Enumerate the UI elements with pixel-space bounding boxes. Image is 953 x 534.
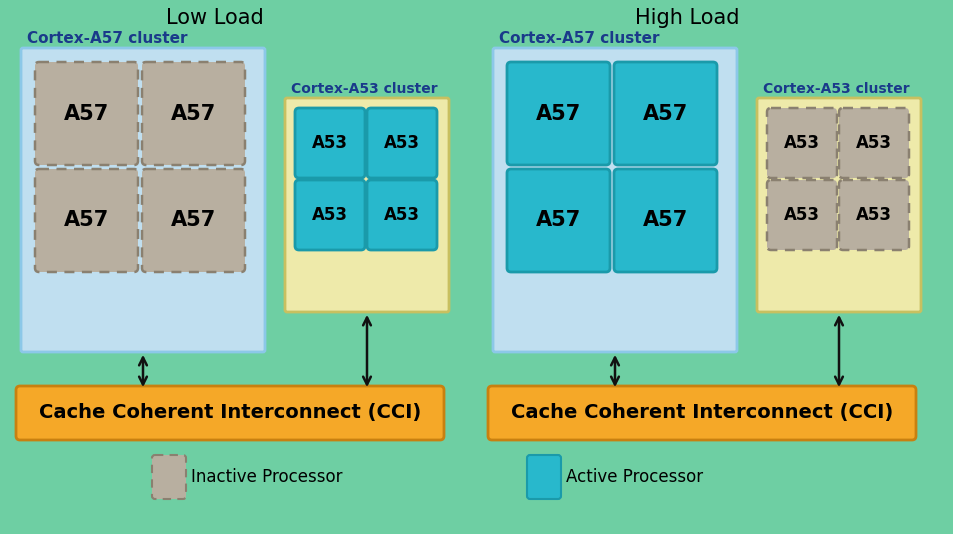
FancyBboxPatch shape (838, 108, 908, 178)
FancyBboxPatch shape (294, 180, 365, 250)
FancyBboxPatch shape (16, 386, 443, 440)
FancyBboxPatch shape (838, 180, 908, 250)
Text: Low Load: Low Load (166, 8, 264, 28)
Text: Cache Coherent Interconnect (CCI): Cache Coherent Interconnect (CCI) (39, 404, 420, 422)
Text: Inactive Processor: Inactive Processor (191, 468, 342, 486)
FancyBboxPatch shape (35, 62, 138, 165)
FancyBboxPatch shape (766, 180, 836, 250)
Text: Active Processor: Active Processor (565, 468, 702, 486)
Text: Cortex-A53 cluster: Cortex-A53 cluster (291, 82, 437, 96)
Text: A53: A53 (783, 206, 820, 224)
FancyBboxPatch shape (488, 386, 915, 440)
FancyBboxPatch shape (506, 62, 609, 165)
FancyBboxPatch shape (35, 169, 138, 272)
FancyBboxPatch shape (757, 98, 920, 312)
Text: A57: A57 (171, 104, 216, 123)
Text: A53: A53 (855, 206, 891, 224)
Text: High Load: High Load (634, 8, 739, 28)
Text: A57: A57 (536, 104, 580, 123)
Text: Cortex-A57 cluster: Cortex-A57 cluster (27, 31, 188, 46)
FancyBboxPatch shape (493, 48, 737, 352)
Text: Cortex-A53 cluster: Cortex-A53 cluster (762, 82, 908, 96)
FancyBboxPatch shape (766, 108, 836, 178)
FancyBboxPatch shape (367, 180, 436, 250)
FancyBboxPatch shape (152, 455, 186, 499)
Text: A57: A57 (171, 210, 216, 231)
Text: A53: A53 (312, 134, 348, 152)
Text: A53: A53 (312, 206, 348, 224)
FancyBboxPatch shape (142, 169, 245, 272)
Text: A57: A57 (536, 210, 580, 231)
FancyBboxPatch shape (526, 455, 560, 499)
Text: A53: A53 (783, 134, 820, 152)
Text: A57: A57 (642, 104, 687, 123)
FancyBboxPatch shape (294, 108, 365, 178)
FancyBboxPatch shape (285, 98, 449, 312)
Text: A53: A53 (855, 134, 891, 152)
FancyBboxPatch shape (142, 62, 245, 165)
FancyBboxPatch shape (367, 108, 436, 178)
Text: A53: A53 (384, 206, 419, 224)
Text: Cortex-A57 cluster: Cortex-A57 cluster (498, 31, 659, 46)
Text: Cache Coherent Interconnect (CCI): Cache Coherent Interconnect (CCI) (511, 404, 892, 422)
Text: A53: A53 (384, 134, 419, 152)
Text: A57: A57 (64, 104, 109, 123)
FancyBboxPatch shape (21, 48, 265, 352)
Text: A57: A57 (64, 210, 109, 231)
FancyBboxPatch shape (614, 169, 717, 272)
FancyBboxPatch shape (506, 169, 609, 272)
FancyBboxPatch shape (614, 62, 717, 165)
Text: A57: A57 (642, 210, 687, 231)
